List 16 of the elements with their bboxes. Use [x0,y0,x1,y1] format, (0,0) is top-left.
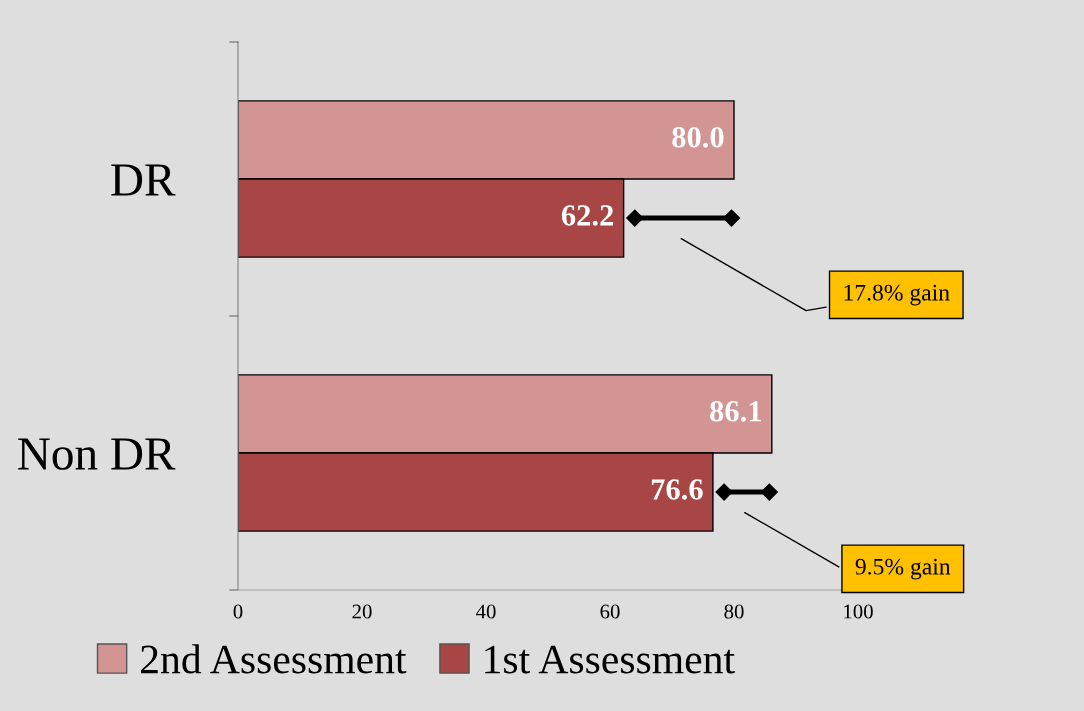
x-tick-label: 100 [844,604,873,619]
x-tick-label: 0 [233,604,243,619]
data-label: 86.1 [710,400,761,422]
annotation: 17.8% gain [844,284,950,306]
annotation: 9.5% gain [855,558,951,580]
data-label: 80.0 [672,126,724,148]
data-label: 76.6 [651,479,703,500]
x-tick-label: 40 [475,604,496,619]
y-tick-label: Non DR [18,438,176,470]
x-tick-label: 20 [352,604,372,619]
legend-label: 2nd Assessment [141,644,407,674]
data-label: 62.2 [561,205,614,226]
legend-label: 1st Assessment [485,645,735,674]
x-tick-label: 80 [724,604,744,619]
y-tick-label: DR [111,164,176,196]
x-tick-label: 60 [600,604,620,619]
